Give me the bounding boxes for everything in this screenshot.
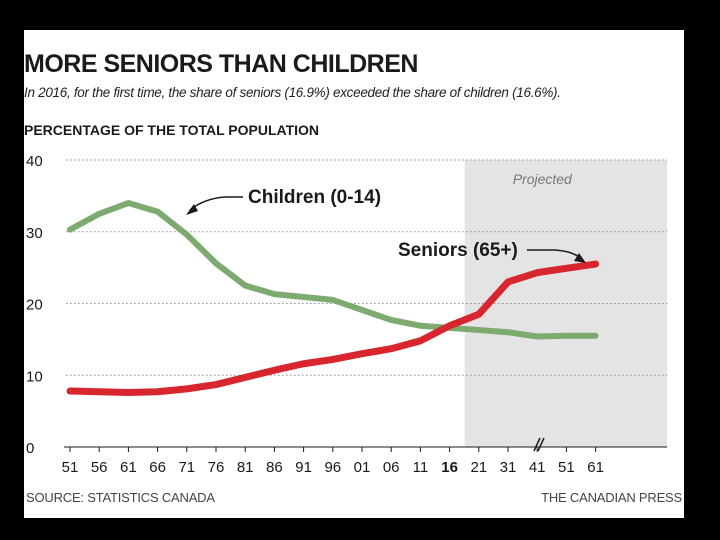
chart-title: MORE SENIORS THAN CHILDREN [24,50,418,78]
x-tick-label: 96 [324,459,341,476]
x-tick-labels: 51 56 61 66 71 76 81 86 91 96 01 06 11 16 21 31 41 51 61 [62,447,604,476]
seniors-label-arrow-line [527,249,580,258]
x-tick-label: 06 [383,459,400,476]
series-lines [66,200,600,396]
credit-note: THE CANADIAN PRESS [541,490,682,505]
x-tick-label: 31 [500,459,517,476]
x-tick-label: 51 [62,459,79,476]
x-tick-label: 86 [266,459,283,476]
x-tick-label: 76 [208,459,225,476]
y-tick-label: 30 [26,225,43,242]
children-label-arrowhead [186,204,198,215]
x-tick-label: 61 [587,459,604,476]
x-tick-label: 21 [470,459,487,476]
x-tick-label: 56 [91,459,108,476]
x-tick-label: 11 [413,459,429,476]
seniors-label-arrowhead [574,253,586,263]
seniors-series-label: Seniors (65+) [398,240,518,261]
y-tick-labels: 0 10 20 30 40 [26,153,43,457]
children-series-label: Children (0-14) [248,187,381,208]
x-tick-label: 91 [295,459,312,476]
x-tick-label: 41 [529,459,546,476]
x-tick-label: 61 [120,459,137,476]
projected-label: Projected [513,171,573,187]
y-tick-label: 0 [26,440,34,457]
y-tick-label: 20 [26,297,43,314]
source-note: SOURCE: STATISTICS CANADA [26,490,215,505]
x-tick-label: 71 [178,459,195,476]
x-tick-label: 51 [558,459,575,476]
series-annotations: Children (0-14) Seniors (65+) [186,187,586,263]
x-tick-label: 16 [441,459,458,476]
chart-subtitle: In 2016, for the first time, the share o… [24,85,561,100]
line-chart: PERCENTAGE OF THE TOTAL POPULATION Proje… [24,122,667,476]
x-tick-label: 66 [149,459,166,476]
axis-break-marker [533,437,545,452]
y-axis-title: PERCENTAGE OF THE TOTAL POPULATION [24,122,319,138]
chart-panel: MORE SENIORS THAN CHILDREN In 2016, for … [24,30,684,518]
children-label-arrow-line [189,196,243,211]
x-tick-label: 81 [237,459,254,476]
x-tick-label: 01 [354,459,371,476]
y-tick-label: 10 [26,368,43,385]
y-tick-label: 40 [26,153,43,170]
